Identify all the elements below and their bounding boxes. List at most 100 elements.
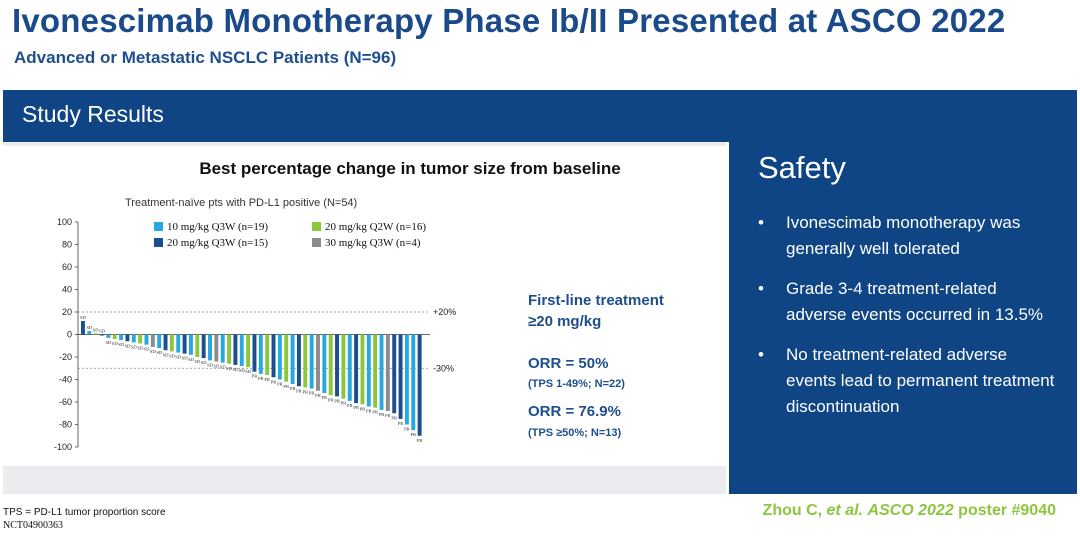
bar-response-label: PR xyxy=(252,374,259,379)
legend-swatch xyxy=(154,222,163,231)
reference-line-label: -30% xyxy=(433,363,454,373)
bar-response-label: PR xyxy=(385,413,392,418)
bar-response-label: PR xyxy=(322,395,329,400)
bar-response-label: SD xyxy=(175,355,182,360)
bar-response-label: SD xyxy=(118,342,125,347)
bar-response-label: PR xyxy=(372,410,379,415)
y-tick-label: -80 xyxy=(59,420,72,430)
legend-swatch xyxy=(312,238,321,247)
chart-bar xyxy=(277,334,282,380)
legend-label: 20 mg/kg Q3W (n=15) xyxy=(167,237,268,249)
bar-response-label: SD xyxy=(182,356,189,361)
chart-bar xyxy=(258,334,263,374)
bar-response-label: SD xyxy=(93,327,100,332)
legend-label: 20 mg/kg Q2W (n=16) xyxy=(325,221,426,233)
citation-etal: et al. xyxy=(826,502,863,519)
bar-response-label: SD xyxy=(194,359,201,364)
bar-response-label: SD xyxy=(239,368,246,373)
chart-bar xyxy=(347,334,352,401)
citation-author: Zhou C, xyxy=(762,502,827,519)
bar-response-label: SD xyxy=(156,350,163,355)
bar-response-label: PR xyxy=(334,398,341,403)
chart-bar xyxy=(411,334,416,431)
legend-swatch xyxy=(312,222,321,231)
y-tick-label: -60 xyxy=(59,397,72,407)
chart-bar xyxy=(176,334,181,353)
legend-label: 30 mg/kg Q3W (n=4) xyxy=(325,237,421,249)
chart-bar xyxy=(131,334,136,343)
bar-response-label: PR xyxy=(398,421,405,426)
bar-response-label: SD xyxy=(137,346,144,351)
bar-response-label: SD xyxy=(232,367,239,372)
bar-response-label: PR xyxy=(417,438,424,443)
citation: Zhou C, et al. ASCO 2022 poster #9040 xyxy=(763,502,1056,520)
bullet-icon: • xyxy=(758,279,764,298)
chart-bar xyxy=(100,334,104,336)
bar-response-label: SD xyxy=(144,347,151,352)
bar-response-label: SD xyxy=(169,353,176,358)
bar-response-label: SD xyxy=(105,340,112,345)
chart-bar xyxy=(309,334,314,389)
chart-bar xyxy=(290,334,295,384)
bar-response-label: PR xyxy=(391,415,398,420)
y-tick-label: 0 xyxy=(67,330,72,340)
chart-bar xyxy=(106,334,111,338)
bar-response-label: PR xyxy=(366,409,373,414)
chart-title: Best percentage change in tumor size fro… xyxy=(199,159,621,178)
orr-tps-50-note: (TPS ≥50%; N=13) xyxy=(528,427,622,439)
safety-title: Safety xyxy=(758,150,846,185)
chart-bar xyxy=(328,334,333,396)
chart-bar xyxy=(366,334,371,407)
bar-response-label: SD xyxy=(131,344,138,349)
bar-response-label: PR xyxy=(283,384,290,389)
chart-bar xyxy=(385,334,390,411)
footnote-trial-id: NCT04900363 xyxy=(3,520,63,531)
bar-response-label: PR xyxy=(379,412,386,417)
chart-bar xyxy=(239,334,244,366)
chart-bar xyxy=(322,334,327,393)
bar-response-label: SD xyxy=(80,315,87,320)
first-line-title: First-line treatment ≥20 mg/kg xyxy=(528,290,664,332)
bar-response-label: PR xyxy=(277,382,284,387)
bar-response-label: PR xyxy=(290,386,297,391)
bar-response-label: PR xyxy=(410,432,417,437)
chart-bar xyxy=(284,334,289,382)
bar-response-label: PR xyxy=(341,401,348,406)
bar-response-label: PR xyxy=(353,405,360,410)
chart-bar xyxy=(316,334,320,391)
bar-response-label: PR xyxy=(264,377,271,382)
chart-bar xyxy=(93,333,98,335)
chart-bar xyxy=(404,334,409,425)
y-tick-label: -20 xyxy=(59,352,72,362)
legend-swatch xyxy=(154,238,163,247)
chart-bar xyxy=(150,334,155,347)
chart-bar xyxy=(296,334,301,387)
bar-response-label: PR xyxy=(328,397,335,402)
chart-bar xyxy=(303,334,308,388)
bar-response-label: SD xyxy=(124,343,131,348)
reference-line-label: +20% xyxy=(433,307,456,317)
chart-bar xyxy=(417,334,422,436)
bar-response-label: SD xyxy=(245,369,252,374)
chart-bar xyxy=(227,334,232,364)
y-tick-label: 20 xyxy=(62,307,72,317)
chart-bar xyxy=(182,334,187,354)
chart-bar xyxy=(360,334,365,405)
chart-bar xyxy=(271,334,276,378)
y-tick-label: -40 xyxy=(59,375,72,385)
chart-bar xyxy=(195,334,200,357)
bar-response-label: SD xyxy=(201,360,208,365)
bar-response-label: PR xyxy=(404,427,411,432)
bar-response-label: SD xyxy=(220,365,227,370)
chart-bar xyxy=(163,334,168,351)
chart-bar xyxy=(354,334,359,404)
citation-venue: ASCO 2022 xyxy=(867,502,954,519)
orr-tps-50: ORR = 76.9% xyxy=(528,403,621,420)
bar-response-label: PR xyxy=(347,403,354,408)
y-tick-label: 60 xyxy=(62,262,72,272)
chart-bar xyxy=(201,334,206,359)
chart-bar xyxy=(125,334,130,342)
waterfall-chart: 100806040200-20-40-60-80-100+20%-30%SDSD… xyxy=(54,217,456,452)
bar-response-label: PR xyxy=(302,389,309,394)
y-tick-label: 40 xyxy=(62,285,72,295)
